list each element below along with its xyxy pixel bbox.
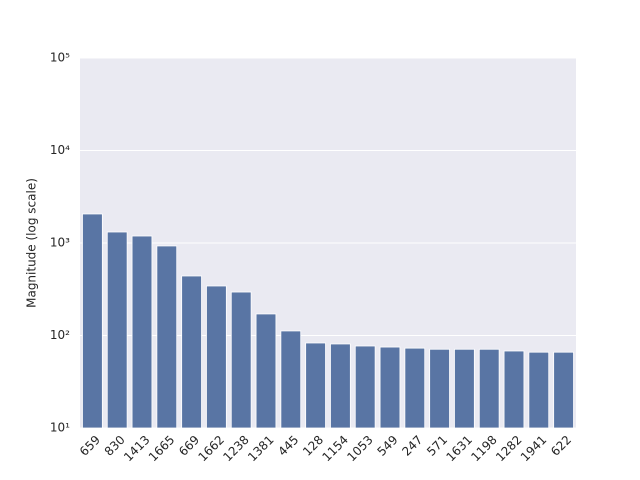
x-tick-label: 1413 [121,433,152,464]
bar [230,291,252,429]
bar [156,245,178,429]
bar [404,347,426,429]
x-tick-label: 1941 [518,433,549,464]
bar [330,343,351,429]
bar [478,348,500,429]
y-tick-label: 10² [50,328,70,342]
bar [181,275,202,429]
bar [354,345,376,429]
bar [528,351,550,429]
bar [553,351,574,429]
x-tick-label: 1631 [443,433,474,464]
bar [255,313,277,429]
x-tick-label: 247 [399,433,425,459]
y-tick-label: 10³ [50,236,70,250]
x-tick-label: 1238 [220,433,251,464]
y-axis-label: Magnitude (log scale) [25,178,39,308]
x-tick-label: 1662 [195,433,226,464]
x-tick-label: 1053 [344,433,375,464]
x-tick-label: 1282 [493,433,524,464]
bar [503,350,525,429]
bar [429,348,450,429]
bar [206,285,227,429]
y-tick-label: 10¹ [50,421,70,435]
y-tick-label: 10⁴ [50,143,70,157]
x-tick-label: 445 [275,433,301,459]
x-tick-label: 1198 [468,433,499,464]
x-tick-label: 1665 [146,433,177,464]
bar [454,348,475,429]
x-tick-label: 1381 [245,433,276,464]
bar [280,330,302,429]
bar [305,342,326,429]
x-tick-label: 659 [77,433,103,459]
bar [82,213,103,429]
x-tick-label: 1154 [319,433,350,464]
bar [131,235,153,429]
y-tick-label: 10⁵ [50,51,70,65]
bar [379,346,401,429]
x-tick-label: 622 [548,433,574,459]
bar [106,231,128,429]
x-tick-label: 549 [374,433,400,459]
